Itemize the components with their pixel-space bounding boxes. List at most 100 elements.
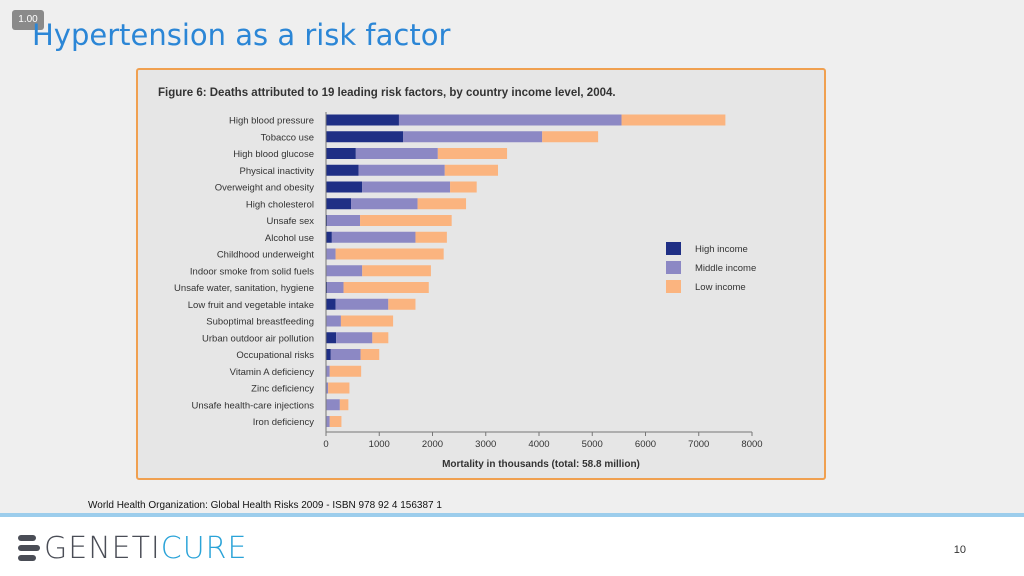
bar-segment-middle-income xyxy=(331,231,416,243)
x-tick-label: 7000 xyxy=(688,439,709,450)
bar-segment-low-income xyxy=(343,282,429,293)
category-label: Zinc deficiency xyxy=(251,384,314,395)
bar-segment-middle-income xyxy=(358,164,445,176)
bar-segment-low-income xyxy=(360,215,452,226)
category-label: High blood pressure xyxy=(229,116,314,127)
bar-segment-middle-income xyxy=(326,382,329,394)
chart-title: Figure 6: Deaths attributed to 19 leadin… xyxy=(158,87,616,99)
bar-segment-low-income xyxy=(415,231,447,243)
bar-segment-low-income xyxy=(388,298,416,310)
legend-label: Low income xyxy=(695,282,746,293)
bar-segment-high-income xyxy=(326,298,336,310)
x-tick-label: 3000 xyxy=(475,439,496,450)
bar-segment-low-income xyxy=(329,416,342,427)
bar-segment-low-income xyxy=(329,365,362,377)
bars-group xyxy=(326,114,726,427)
category-label: High cholesterol xyxy=(246,199,314,210)
category-label: Overweight and obesity xyxy=(215,183,315,194)
bar-segment-low-income xyxy=(621,114,726,126)
slide-title: Hypertension as a risk factor xyxy=(32,18,451,52)
logo-text-part1: GENETI xyxy=(44,530,161,566)
bar-segment-middle-income xyxy=(398,114,622,126)
geneticure-logo: GENETICURE xyxy=(18,531,248,566)
bar-segment-middle-income xyxy=(330,349,361,360)
bar-segment-middle-income xyxy=(336,332,373,344)
x-axis-label: Mortality in thousands (total: 58.8 mill… xyxy=(442,459,640,470)
bar-segment-middle-income xyxy=(335,298,389,310)
bar-segment-low-income xyxy=(340,315,394,327)
legend-label: High income xyxy=(695,244,748,255)
category-label: Unsafe health-care injections xyxy=(191,400,314,411)
figure-frame: Figure 6: Deaths attributed to 19 leadin… xyxy=(136,68,826,480)
bar-segment-middle-income xyxy=(351,198,418,210)
bar-segment-high-income xyxy=(326,349,331,360)
category-label: Tobacco use xyxy=(261,132,314,143)
bar-segment-low-income xyxy=(328,382,350,394)
x-tick-label: 1000 xyxy=(369,439,390,450)
x-tick-label: 8000 xyxy=(741,439,762,450)
bar-segment-low-income xyxy=(335,248,444,260)
bar-segment-middle-income xyxy=(326,416,330,427)
category-label: Urban outdoor air pollution xyxy=(202,333,314,344)
bar-segment-high-income xyxy=(326,231,332,243)
bar-segment-middle-income xyxy=(327,282,344,293)
page-number: 10 xyxy=(953,544,966,556)
bar-segment-high-income xyxy=(326,215,328,226)
bar-segment-high-income xyxy=(326,282,328,293)
x-axis: 0 1000 2000 3000 4000 5000 6000 7000 8000 xyxy=(323,112,763,450)
source-citation: World Health Organization: Global Health… xyxy=(88,500,442,511)
legend-swatch xyxy=(666,242,681,255)
category-label: Iron deficiency xyxy=(253,417,315,428)
bar-segment-high-income xyxy=(326,181,363,193)
category-label: Alcohol use xyxy=(265,233,314,244)
bar-segment-middle-income xyxy=(355,148,438,159)
x-tick-label: 4000 xyxy=(528,439,549,450)
bar-segment-middle-income xyxy=(326,365,330,377)
bar-segment-low-income xyxy=(437,148,508,159)
legend-label: Middle income xyxy=(695,263,756,274)
bar-segment-middle-income xyxy=(326,248,336,260)
bar-segment-low-income xyxy=(542,131,599,143)
bar-segment-middle-income xyxy=(326,265,363,277)
bar-segment-high-income xyxy=(326,164,359,176)
bar-segment-low-income xyxy=(362,265,431,277)
bar-segment-middle-income xyxy=(326,399,340,411)
category-label: Indoor smoke from solid fuels xyxy=(190,266,314,277)
bar-segment-middle-income xyxy=(326,315,341,327)
x-tick-label: 6000 xyxy=(635,439,656,450)
bar-segment-low-income xyxy=(417,198,467,210)
legend-swatch xyxy=(666,261,681,274)
logo-text-part2: CURE xyxy=(160,530,248,566)
x-tick-label: 0 xyxy=(323,439,328,450)
x-tick-label: 2000 xyxy=(422,439,443,450)
category-label: Low fruit and vegetable intake xyxy=(188,300,314,311)
category-label: High blood glucose xyxy=(233,149,314,160)
category-labels: High blood pressure Tobacco use High blood… xyxy=(174,116,314,429)
category-label: Occupational risks xyxy=(236,350,314,361)
bar-segment-low-income xyxy=(339,399,349,411)
category-label: Childhood underweight xyxy=(217,250,315,261)
category-label: Physical inactivity xyxy=(240,166,315,177)
bar-segment-low-income xyxy=(360,349,380,360)
bar-segment-low-income xyxy=(372,332,389,344)
bar-segment-high-income xyxy=(326,114,399,126)
logo-text: GENETICURE xyxy=(44,531,248,566)
legend-swatch xyxy=(666,280,681,293)
zoom-level-badge: 1.00 xyxy=(12,10,44,30)
category-label: Suboptimal breastfeeding xyxy=(206,317,314,328)
bar-segment-middle-income xyxy=(403,131,543,143)
category-label: Vitamin A deficiency xyxy=(230,367,315,378)
category-label: Unsafe sex xyxy=(266,216,314,227)
legend: High income Middle income Low income xyxy=(666,242,756,293)
category-label: Unsafe water, sanitation, hygiene xyxy=(174,283,314,294)
bar-segment-low-income xyxy=(450,181,477,193)
bar-segment-middle-income xyxy=(362,181,451,193)
bar-segment-high-income xyxy=(326,332,337,344)
stacked-bar-chart: Figure 6: Deaths attributed to 19 leadin… xyxy=(158,87,763,470)
bar-segment-high-income xyxy=(326,198,352,210)
bar-segment-low-income xyxy=(444,164,498,176)
x-tick-label: 5000 xyxy=(582,439,603,450)
bar-segment-high-income xyxy=(326,131,404,143)
logo-mark-icon xyxy=(18,535,40,561)
bar-segment-middle-income xyxy=(327,215,361,226)
